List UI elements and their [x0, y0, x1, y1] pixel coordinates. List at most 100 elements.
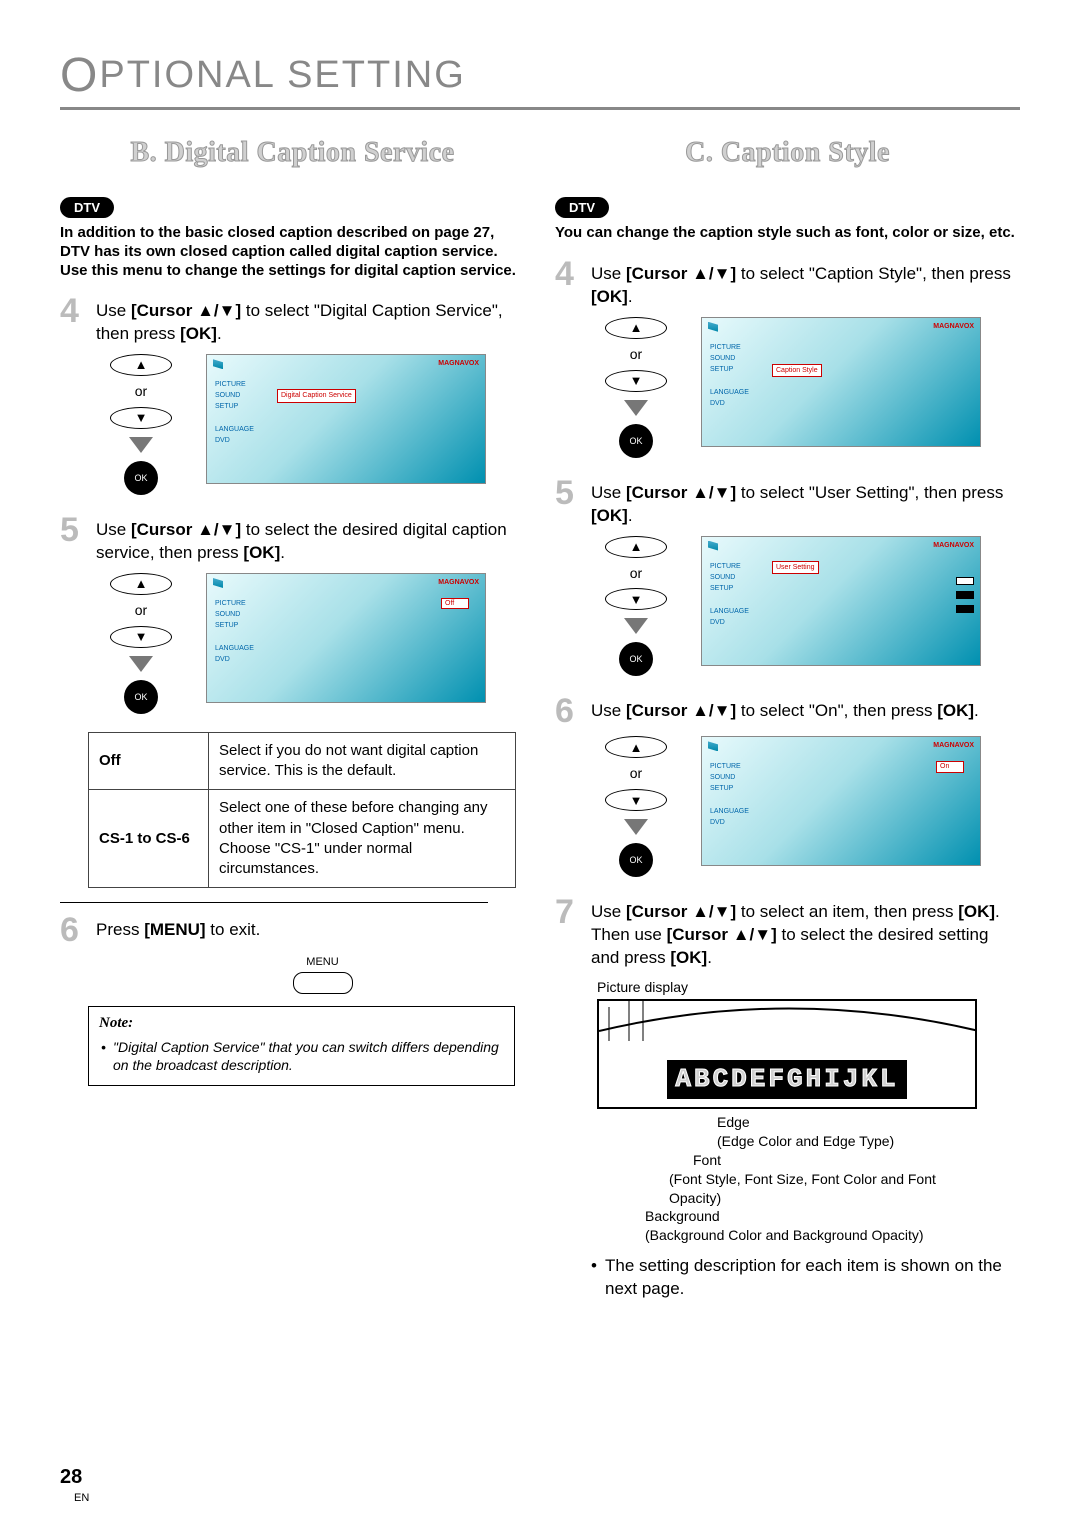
callouts: Edge (Edge Color and Edge Type) Font (Fon… — [597, 1113, 977, 1245]
tv-sidebar: PICTURE SOUND SETUP LANGUAGE DVD — [708, 342, 768, 438]
tv-sidebar: PICTURE SOUND SETUP LANGUAGE DVD — [213, 598, 273, 694]
menu-label: MENU — [120, 955, 525, 970]
menu-highlight: Digital Caption Service — [277, 389, 356, 402]
edge-desc: (Edge Color and Edge Type) — [717, 1133, 894, 1149]
screenshot-row: ▲ or ▼ OK MAGNAVOX PICTURE SOUND SETUP — [591, 736, 1020, 877]
brand-label: MAGNAVOX — [933, 322, 974, 331]
note-box: Note: "Digital Caption Service" that you… — [88, 1006, 515, 1086]
table-key: CS-1 to CS-6 — [89, 790, 209, 888]
step-6-left: 6 Press [MENU] to exit. — [60, 913, 525, 947]
chip-black — [956, 605, 974, 613]
table-val: Select one of these before changing any … — [209, 790, 516, 888]
screenshot-row: ▲ or ▼ OK MAGNAVOX PICTURE SOUND SETUP — [591, 536, 1020, 677]
style-chips — [956, 577, 974, 613]
remote-control: ▲ or ▼ OK — [591, 736, 681, 877]
step-num: 5 — [555, 476, 583, 510]
tv-menu-screenshot: MAGNAVOX PICTURE SOUND SETUP LANGUAGE DV… — [701, 317, 981, 447]
tv-menu-screenshot: MAGNAVOX PICTURE SOUND SETUP LANGUAGE DV… — [206, 573, 486, 703]
table-row: CS-1 to CS-6 Select one of these before … — [89, 790, 516, 888]
step-6-right: 6 Use [Cursor ▲/▼] to select "On", then … — [555, 694, 1020, 728]
ok-button: OK — [619, 424, 653, 458]
screenshot-row: ▲ or ▼ OK MAGNAVOX PICTURE SOUND SETUP — [96, 354, 525, 495]
menu-value: Off — [441, 598, 469, 609]
step-num: 4 — [555, 257, 583, 291]
step-body: Use [Cursor ▲/▼] to select the desired d… — [96, 513, 525, 565]
step-4-right: 4 Use [Cursor ▲/▼] to select "Caption St… — [555, 257, 1020, 309]
note-title: Note: — [99, 1013, 504, 1033]
header-first-letter: O — [60, 44, 99, 109]
logo-icon — [708, 741, 718, 751]
step-body: Use [Cursor ▲/▼] to select "Digital Capt… — [96, 294, 525, 346]
chip-white — [956, 577, 974, 585]
up-button: ▲ — [605, 317, 667, 339]
ok-button: OK — [124, 461, 158, 495]
logo-icon — [708, 541, 718, 551]
separator — [60, 902, 488, 903]
tv-sidebar: PICTURE SOUND SETUP LANGUAGE DVD — [708, 561, 768, 657]
down-button: ▼ — [605, 789, 667, 811]
header-rest: PTIONAL SETTING — [99, 50, 465, 101]
logo-icon — [213, 578, 223, 588]
bg-desc: (Background Color and Background Opacity… — [645, 1227, 924, 1243]
edge-label: Edge — [717, 1114, 750, 1130]
page-lang: EN — [74, 1491, 89, 1506]
remote-control: ▲ or ▼ OK — [96, 573, 186, 714]
menu-button-graphic: MENU — [120, 955, 525, 994]
page-number: 28 EN — [60, 1464, 89, 1506]
brand-label: MAGNAVOX — [438, 359, 479, 368]
table-row: Off Select if you do not want digital ca… — [89, 732, 516, 790]
menu-value: On — [936, 761, 964, 772]
step-num: 5 — [60, 513, 88, 547]
or-label: or — [135, 601, 147, 620]
step-4-left: 4 Use [Cursor ▲/▼] to select "Digital Ca… — [60, 294, 525, 346]
step-body: Use [Cursor ▲/▼] to select "User Setting… — [591, 476, 1020, 528]
picture-display-box: ABCDEFGHIJKL — [597, 999, 977, 1109]
flow-arrow-icon — [129, 437, 153, 453]
or-label: or — [630, 345, 642, 364]
up-button: ▲ — [110, 354, 172, 376]
tv-menu-screenshot: MAGNAVOX PICTURE SOUND SETUP LANGUAGE DV… — [701, 536, 981, 666]
tv-menu-screenshot: MAGNAVOX PICTURE SOUND SETUP LANGUAGE DV… — [701, 736, 981, 866]
note-item: "Digital Caption Service" that you can s… — [99, 1038, 504, 1076]
menu-highlight: User Setting — [772, 561, 819, 574]
subheading-b: B. Digital Caption Service — [60, 134, 525, 172]
page-header: O PTIONAL SETTING — [60, 40, 1020, 110]
bg-label: Background — [645, 1208, 720, 1224]
brand-label: MAGNAVOX — [933, 541, 974, 550]
step-body: Use [Cursor ▲/▼] to select an item, then… — [591, 895, 1020, 970]
flow-arrow-icon — [624, 400, 648, 416]
logo-icon — [708, 322, 718, 332]
dtv-badge-left: DTV — [60, 197, 114, 219]
up-button: ▲ — [110, 573, 172, 595]
up-button: ▲ — [605, 536, 667, 558]
or-label: or — [135, 382, 147, 401]
font-label: Font — [693, 1152, 721, 1168]
step-num: 6 — [555, 694, 583, 728]
caption-bg: ABCDEFGHIJKL — [667, 1060, 906, 1099]
ok-button: OK — [124, 680, 158, 714]
tv-menu-screenshot: MAGNAVOX PICTURE SOUND SETUP LANGUAGE DV… — [206, 354, 486, 484]
next-page-note: The setting description for each item is… — [591, 1255, 1020, 1301]
menu-highlight: Caption Style — [772, 364, 822, 377]
down-button: ▼ — [110, 626, 172, 648]
up-button: ▲ — [605, 736, 667, 758]
tv-sidebar: PICTURE SOUND SETUP LANGUAGE DVD — [708, 761, 768, 857]
step-body: Press [MENU] to exit. — [96, 913, 525, 942]
down-button: ▼ — [110, 407, 172, 429]
step-5-left: 5 Use [Cursor ▲/▼] to select the desired… — [60, 513, 525, 565]
or-label: or — [630, 764, 642, 783]
screenshot-row: ▲ or ▼ OK MAGNAVOX PICTURE SOUND SETUP — [591, 317, 1020, 458]
caption-sample-text: ABCDEFGHIJKL — [675, 1064, 898, 1094]
remote-control: ▲ or ▼ OK — [591, 536, 681, 677]
or-label: or — [630, 564, 642, 583]
ok-button: OK — [619, 843, 653, 877]
col-left: B. Digital Caption Service DTV In additi… — [60, 128, 525, 1301]
picture-display-label: Picture display — [597, 978, 977, 997]
remote-control: ▲ or ▼ OK — [591, 317, 681, 458]
font-desc: (Font Style, Font Size, Font Color and F… — [669, 1171, 936, 1206]
table-key: Off — [89, 732, 209, 790]
col-right: C. Caption Style DTV You can change the … — [555, 128, 1020, 1301]
step-7-right: 7 Use [Cursor ▲/▼] to select an item, th… — [555, 895, 1020, 970]
brand-label: MAGNAVOX — [933, 741, 974, 750]
subheading-c: C. Caption Style — [555, 134, 1020, 172]
